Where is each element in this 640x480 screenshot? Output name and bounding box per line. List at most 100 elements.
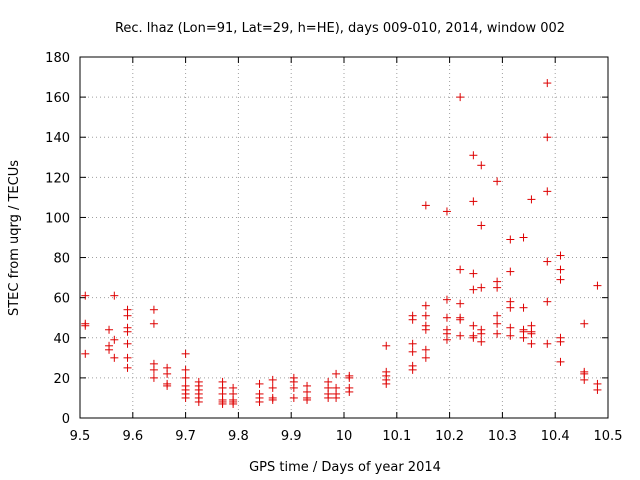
data-point (543, 187, 552, 196)
data-point (556, 265, 565, 274)
data-point (442, 313, 451, 322)
plot-frame (79, 56, 609, 419)
data-point (408, 339, 417, 348)
y-tick-label: 80 (53, 252, 70, 267)
x-tick-label: 9.6 (122, 429, 143, 444)
data-point (469, 151, 478, 160)
x-axis-label: GPS time / Days of year 2014 (249, 460, 441, 475)
data-point (543, 339, 552, 348)
data-point (123, 311, 132, 320)
y-tick-label: 160 (45, 91, 70, 106)
y-tick-label: 60 (53, 292, 70, 307)
y-tick-label: 120 (45, 171, 70, 186)
data-point (477, 221, 486, 230)
x-tick-label: 10 (336, 429, 353, 444)
data-point (289, 383, 298, 392)
data-point (477, 161, 486, 170)
data-point (527, 339, 536, 348)
data-point (110, 291, 119, 300)
data-point (332, 393, 341, 402)
data-point (421, 353, 430, 362)
data-point (556, 275, 565, 284)
data-point (493, 329, 502, 338)
x-tick-label: 10.1 (382, 429, 411, 444)
data-points (81, 79, 602, 408)
data-point (123, 363, 132, 372)
data-point (442, 207, 451, 216)
x-tick-label: 10.5 (594, 429, 623, 444)
data-point (493, 311, 502, 320)
data-point (519, 233, 528, 242)
data-point (218, 399, 227, 408)
y-tick-label: 0 (62, 412, 70, 427)
data-point (421, 345, 430, 354)
grid-lines (80, 57, 608, 418)
data-point (255, 397, 264, 406)
data-point (456, 265, 465, 274)
data-point (442, 295, 451, 304)
data-point (181, 393, 190, 402)
data-point (456, 299, 465, 308)
data-point (543, 79, 552, 88)
data-point (580, 319, 589, 328)
data-point (345, 373, 354, 382)
data-point (255, 379, 264, 388)
y-tick-label: 100 (45, 211, 70, 226)
data-point (229, 399, 238, 408)
data-point (105, 325, 114, 334)
x-tick-label: 10.4 (541, 429, 570, 444)
data-point (81, 349, 90, 358)
data-point (149, 365, 158, 374)
data-point (408, 365, 417, 374)
y-tick-label: 20 (53, 372, 70, 387)
x-tick-label: 9.7 (175, 429, 196, 444)
data-point (163, 369, 172, 378)
data-point (456, 315, 465, 324)
data-point (477, 337, 486, 346)
x-tick-label: 9.8 (228, 429, 249, 444)
data-point (289, 393, 298, 402)
y-tick-label: 140 (45, 131, 70, 146)
data-point (456, 93, 465, 102)
data-point (506, 331, 515, 340)
data-point (469, 269, 478, 278)
data-point (469, 321, 478, 330)
data-point (268, 383, 277, 392)
data-point (421, 325, 430, 334)
data-point (493, 319, 502, 328)
data-point (543, 297, 552, 306)
data-point (506, 235, 515, 244)
data-point (527, 329, 536, 338)
data-point (123, 327, 132, 336)
data-point (81, 321, 90, 330)
data-point (421, 201, 430, 210)
x-tick-label: 9.5 (70, 429, 91, 444)
data-point (81, 291, 90, 300)
data-point (181, 365, 190, 374)
data-point (519, 333, 528, 342)
data-point (268, 395, 277, 404)
data-point (527, 195, 536, 204)
y-tick-label: 40 (53, 332, 70, 347)
tick-labels: 9.5 9.6 9.7 9.8 9.9 10 10.1 10.2 10.3 10.4 10.5 0 20… (45, 51, 622, 444)
data-point (194, 397, 203, 406)
data-point (543, 133, 552, 142)
data-point (181, 373, 190, 382)
data-point (163, 381, 172, 390)
data-point (345, 387, 354, 396)
data-point (408, 347, 417, 356)
data-point (149, 305, 158, 314)
data-point (493, 177, 502, 186)
data-point (506, 323, 515, 332)
data-point (580, 375, 589, 384)
x-tick-label: 10.3 (488, 429, 517, 444)
data-point (421, 311, 430, 320)
data-point (506, 303, 515, 312)
data-point (442, 335, 451, 344)
data-point (149, 319, 158, 328)
y-tick-label: 180 (45, 51, 70, 66)
data-point (408, 315, 417, 324)
data-point (149, 373, 158, 382)
y-axis-label: STEC from uqrg / TECUs (7, 160, 22, 316)
